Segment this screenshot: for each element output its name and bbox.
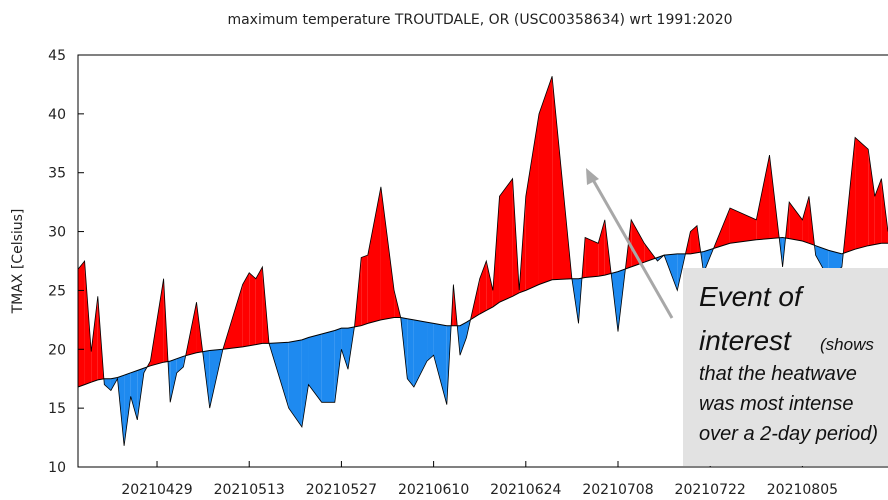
y-tick-label: 20 [48, 342, 66, 358]
x-tick-label: 20210805 [767, 482, 838, 498]
y-axis-label: TMAX [Celsius] [10, 209, 26, 315]
anomaly-fill [176, 356, 184, 373]
anomaly-fill [598, 219, 605, 277]
anomaly-fill [486, 261, 493, 311]
anomaly-fill [427, 322, 434, 362]
anomaly-fill [255, 266, 263, 345]
y-tick-label: 45 [48, 48, 66, 64]
x-tick-label: 20210708 [582, 482, 653, 498]
anomaly-fill [104, 378, 111, 391]
anomaly-fill [433, 323, 447, 405]
anomaly-fill [644, 243, 656, 263]
x-tick-label: 20210429 [121, 482, 192, 498]
annotation-box [683, 268, 888, 466]
anomaly-fill [130, 370, 138, 420]
anomaly-fill [690, 225, 698, 254]
anomaly-fill [874, 178, 882, 245]
anomaly-fill [855, 137, 869, 250]
anomaly-fill [380, 186, 395, 320]
annotation-text: (shows [820, 335, 874, 354]
x-tick-label: 20210527 [306, 482, 377, 498]
anomaly-fill [321, 330, 335, 403]
annotation-text: interest [699, 325, 792, 356]
x-tick-label: 20210610 [398, 482, 469, 498]
anomaly-fill [301, 337, 309, 427]
anomaly-fill [288, 339, 302, 427]
x-tick-label: 20210624 [490, 482, 561, 498]
anomaly-fill [334, 328, 342, 403]
x-tick-label: 20210722 [675, 482, 746, 498]
anomaly-fill [479, 261, 487, 314]
anomaly-fill [756, 155, 770, 240]
annotation-text: that the heatwave [699, 363, 857, 385]
anomaly-fill [124, 372, 131, 446]
anomaly-fill [802, 196, 809, 244]
anomaly-fill [413, 319, 428, 387]
annotation-text: over a 2-day period) [699, 423, 878, 445]
anomaly-fill [789, 202, 803, 241]
anomaly-fill [729, 208, 757, 244]
anomaly-fill [341, 328, 348, 370]
y-tick-label: 15 [48, 401, 66, 417]
annotation-text: was most intense [699, 393, 854, 415]
anomaly-fill [361, 255, 368, 326]
anomaly-fill [459, 322, 467, 356]
anomaly-fill [585, 237, 599, 278]
anomaly-fill [407, 318, 414, 387]
anomaly-fill [308, 333, 322, 403]
anomaly-fill [91, 296, 98, 383]
y-tick-label: 30 [48, 225, 66, 241]
anomaly-fill [525, 113, 539, 291]
plot-frame [77, 54, 888, 468]
anomaly-fill [242, 272, 250, 347]
anomaly-fill [170, 358, 177, 403]
anomaly-fill [499, 178, 513, 303]
y-tick-label: 35 [48, 166, 66, 182]
annotation-arrow [590, 177, 674, 319]
anomaly-fill [868, 149, 875, 246]
anomaly-fill [84, 261, 92, 385]
x-tick-label: 20210513 [214, 482, 285, 498]
anomaly-fill [538, 76, 553, 285]
y-tick-label: 40 [48, 107, 66, 123]
anomaly-fill [78, 261, 85, 387]
annotation-arrowhead [586, 168, 599, 185]
series-line [77, 236, 888, 388]
y-tick-label: 10 [48, 460, 66, 476]
series-line [77, 76, 888, 446]
annotation-text: Event of [699, 281, 805, 312]
chart-title: maximum temperature TROUTDALE, OR (USC00… [227, 12, 732, 28]
y-tick-label: 25 [48, 283, 66, 299]
anomaly-fill [367, 186, 381, 324]
anomaly-fill [249, 272, 256, 346]
